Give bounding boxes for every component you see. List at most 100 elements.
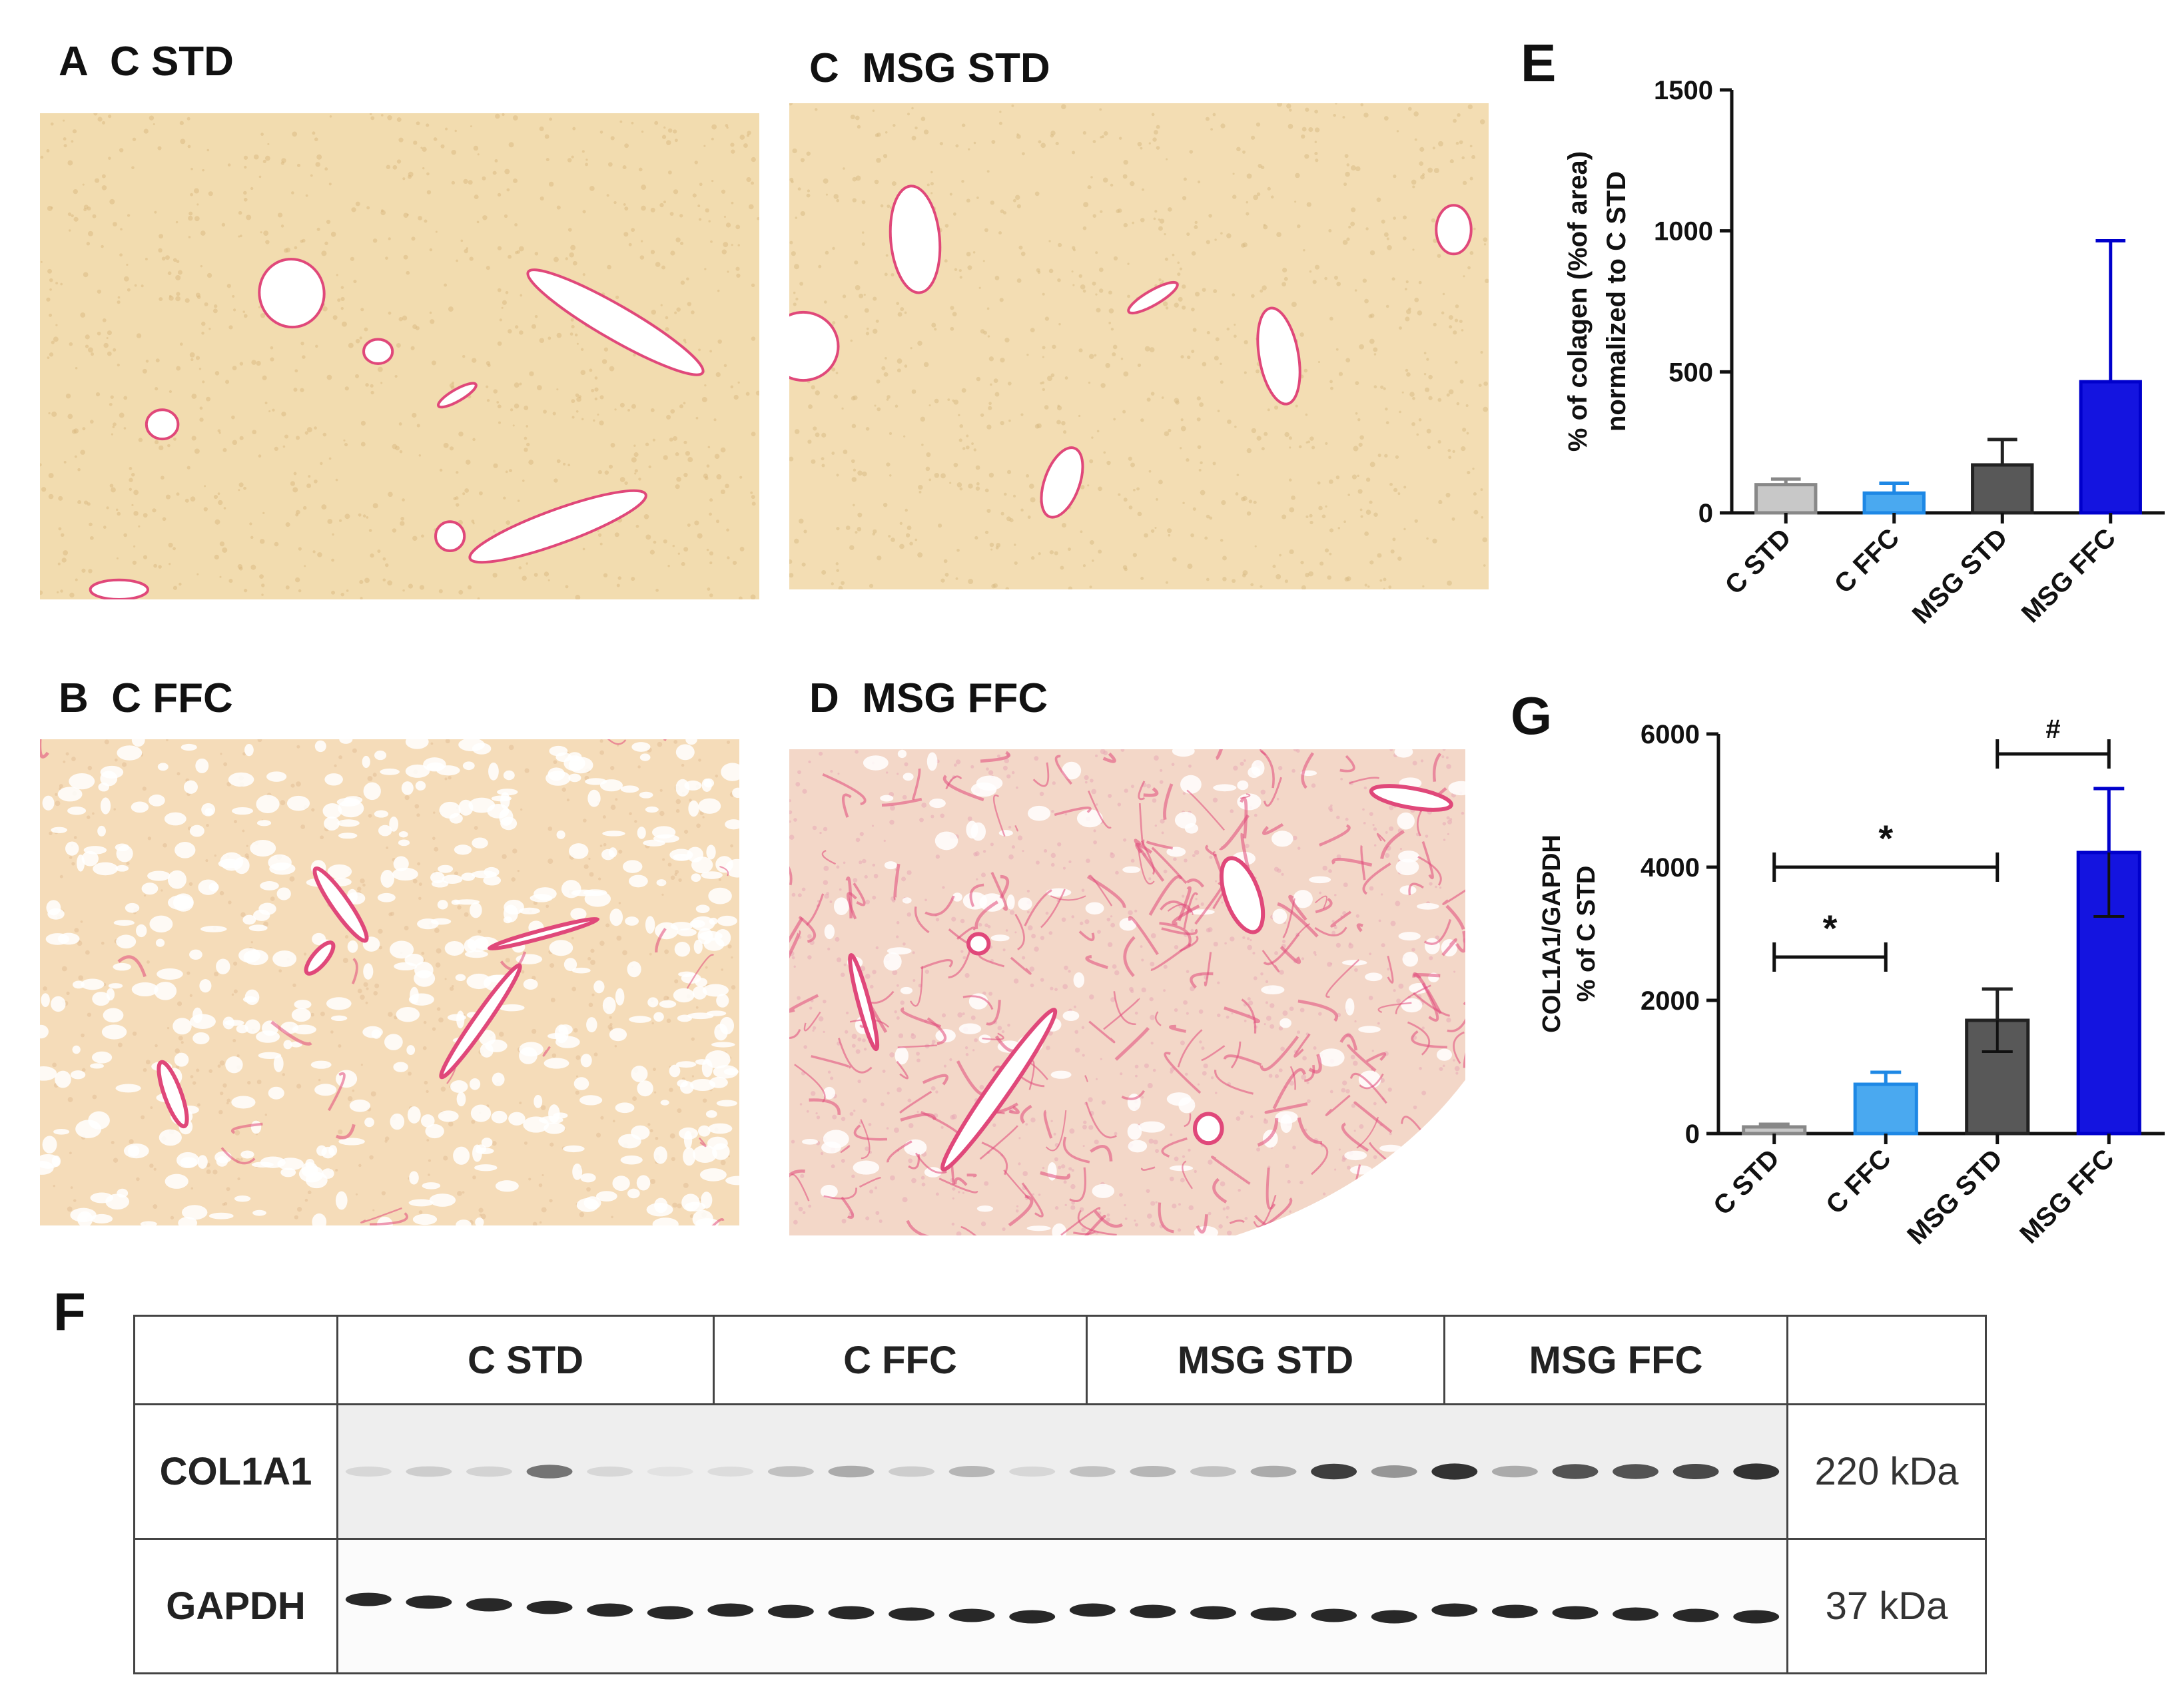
blot-band (345, 1466, 392, 1477)
chart-e-collagen-area: 0 500 1000 1500 % of colagen (%of area) norma… (1532, 67, 2184, 686)
blot-band (1250, 1465, 1297, 1478)
blot-band (828, 1606, 875, 1620)
panel-d-label: D MSG FFC (809, 678, 1048, 719)
blot-band (526, 1465, 573, 1479)
y-tick-label: 6000 (1640, 720, 1700, 749)
blot-band (1672, 1464, 1719, 1479)
y-tick-label: 1000 (1654, 217, 1713, 246)
y-axis-label: % of colagen (%of area) (1563, 151, 1593, 452)
blot-band (1311, 1463, 1357, 1480)
blot-band (587, 1466, 633, 1477)
significance-marker: * (1878, 817, 1893, 859)
x-tick-label: C STD (1720, 523, 1797, 600)
chart-svg: 0 500 1000 1500 % of colagen (%of area) norma… (1563, 76, 2165, 629)
blot-group-header: MSG FFC (1443, 1315, 1788, 1405)
y-axis-label: COL1A1/GAPDH (1538, 835, 1566, 1033)
blot-band (406, 1466, 452, 1477)
blot-band (1009, 1610, 1056, 1624)
y-tick-label: 4000 (1640, 853, 1700, 882)
blot-band (587, 1603, 633, 1617)
significance-marker: # (2045, 715, 2060, 744)
significance-marker: * (1823, 907, 1838, 949)
y-tick-label: 1500 (1654, 76, 1713, 105)
significance-bracket (1772, 942, 1888, 972)
blot-band (889, 1466, 934, 1477)
panel-f-letter: F (53, 1282, 86, 1341)
blot-group-header: C FFC (713, 1315, 1088, 1405)
blot-lanes-gapdh (336, 1538, 1788, 1674)
chart-g-col1a1-expression: 0 2000 4000 6000 COL1A1/GAPDH% of C STD C STD… (1532, 699, 2184, 1299)
blot-band (526, 1600, 573, 1614)
panel-b-title: C FFC (111, 675, 233, 721)
panel-c-letter: C (809, 45, 839, 91)
blot-band (707, 1467, 754, 1477)
blot-band (1130, 1466, 1176, 1477)
blot-band (828, 1465, 875, 1478)
blot-band (1190, 1466, 1236, 1477)
panel-a-letter: A (59, 39, 87, 85)
y-tick-label: 0 (1698, 499, 1713, 528)
blot-band (1552, 1464, 1599, 1479)
bar (1742, 1125, 1807, 1136)
bar (2079, 380, 2142, 515)
panel-e-letter: E (1521, 33, 1557, 93)
blot-band (406, 1595, 452, 1609)
blot-band (345, 1592, 392, 1606)
blot-band (466, 1598, 512, 1612)
blot-band (1491, 1465, 1538, 1478)
western-blot-panel: C STD C FFC MSG STD MSG FFC COL1A1 220 k… (133, 1315, 1987, 1674)
y-axis-label: normalized to C STD (1602, 171, 1631, 432)
blot-band (1672, 1608, 1719, 1622)
blot-band (1371, 1465, 1417, 1478)
blot-band (1371, 1610, 1417, 1624)
x-tick-label: C FFC (1829, 523, 1905, 599)
panel-b-letter: B (59, 675, 89, 721)
x-tick-label: C FFC (1820, 1144, 1896, 1219)
y-tick-label: 0 (1685, 1120, 1700, 1149)
chart-svg: 0 2000 4000 6000 COL1A1/GAPDH% of C STD C STD… (1538, 715, 2165, 1250)
blot-band (1250, 1607, 1297, 1621)
micrograph-c-ffc (40, 739, 739, 1225)
bar (1754, 483, 1818, 515)
blot-band (1552, 1606, 1599, 1620)
x-tick-label: MSG STD (1902, 1144, 2008, 1250)
panel-c-label: C MSG STD (809, 48, 1050, 89)
blot-band (1130, 1604, 1176, 1618)
blot-kda-label: 37 kDa (1786, 1538, 1987, 1674)
significance-bracket (1996, 739, 2111, 769)
blot-corner-cell (133, 1315, 338, 1405)
x-tick-label: MSG FFC (2014, 1144, 2119, 1249)
blot-band (948, 1608, 995, 1622)
panel-a-label: A C STD (59, 41, 234, 83)
blot-band (466, 1466, 512, 1477)
blot-band (647, 1606, 693, 1620)
panel-g-letter: G (1511, 686, 1553, 745)
blot-band (1190, 1606, 1236, 1620)
micrograph-msg-std (789, 103, 1489, 589)
x-tick-label: C STD (1708, 1144, 1785, 1221)
blot-row-col1a1: COL1A1 220 kDa (133, 1403, 1987, 1540)
micrograph-msg-ffc (789, 749, 1465, 1235)
bar (1971, 463, 2034, 515)
blot-kda-label: 220 kDa (1786, 1403, 1987, 1540)
blot-band (1491, 1604, 1538, 1618)
blot-lanes-col1a1 (336, 1403, 1788, 1540)
blot-band (1613, 1464, 1658, 1479)
blot-table: C STD C FFC MSG STD MSG FFC COL1A1 220 k… (133, 1315, 1987, 1674)
y-tick-label: 2000 (1640, 986, 1700, 1016)
blot-kda-header (1786, 1315, 1987, 1405)
blot-band (1431, 1463, 1478, 1480)
blot-band (889, 1607, 934, 1621)
blot-band (767, 1604, 814, 1618)
significance-bracket (1772, 853, 2000, 882)
blot-band (1069, 1603, 1116, 1617)
blot-band (707, 1603, 754, 1617)
micrograph-c-std (40, 113, 759, 599)
panel-a-title: C STD (109, 39, 234, 85)
panel-d-title: MSG FFC (862, 675, 1048, 721)
y-axis-label: % of C STD (1573, 866, 1601, 1002)
x-tick-label: MSG FFC (2016, 523, 2121, 628)
blot-header-row: C STD C FFC MSG STD MSG FFC (133, 1315, 1987, 1405)
panel-d-letter: D (809, 675, 839, 721)
bar (1853, 1082, 1918, 1136)
